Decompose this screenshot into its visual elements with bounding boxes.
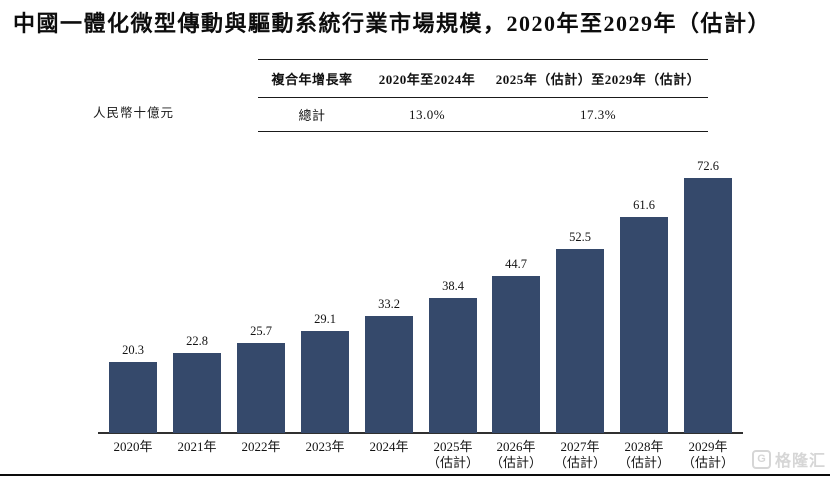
bar-2028年 xyxy=(620,217,668,433)
bar-2026年 xyxy=(492,276,540,433)
gelonghui-watermark: G 格隆汇 xyxy=(751,447,826,471)
cagr-header-period-1: 2020年至2024年 xyxy=(378,72,476,87)
cagr-value-2025-2029: 17.3% xyxy=(579,106,617,122)
x-axis-label: 2025年 （估計） xyxy=(426,439,479,470)
cagr-header-metric: 複合年增長率 xyxy=(271,72,353,87)
cagr-table-total-row: 總計 13.0% 17.3% xyxy=(258,98,708,131)
bar-2022年 xyxy=(237,343,285,433)
bar-2020年 xyxy=(109,362,157,433)
watermark-text: 格隆汇 xyxy=(774,453,826,470)
bar-value-label: 25.7 xyxy=(250,324,272,338)
x-axis-label: 2028年 （估計） xyxy=(617,439,670,470)
bar-value-label: 29.1 xyxy=(314,312,336,326)
bar-value-label: 44.7 xyxy=(505,257,527,271)
x-axis-label: 2023年 xyxy=(305,439,345,454)
bar-2023年 xyxy=(301,331,349,433)
bar-2029年 xyxy=(684,178,732,433)
bar-2024年 xyxy=(365,316,413,433)
bar-value-label: 72.6 xyxy=(697,159,719,173)
bar-value-label: 22.8 xyxy=(186,334,208,348)
page-title: 中國一體化微型傳動與驅動系統行業市場規模，2020年至2029年（估計） xyxy=(13,11,772,36)
cagr-total-label: 總計 xyxy=(298,108,326,123)
x-axis-label: 2022年 xyxy=(241,439,281,454)
gelonghui-g-logo-icon: G xyxy=(751,449,771,469)
cagr-value-2020-2024: 13.0% xyxy=(408,106,446,122)
bar-value-label: 38.4 xyxy=(442,279,464,293)
bar-2027年 xyxy=(556,249,604,433)
bar-value-label: 33.2 xyxy=(378,297,400,311)
x-axis-label: 2027年 （估計） xyxy=(553,439,606,470)
bar-value-label: 20.3 xyxy=(122,343,144,357)
x-axis-label: 2024年 xyxy=(369,439,409,454)
y-axis-unit-label: 人民幣十億元 xyxy=(93,106,175,120)
x-axis-label: 2029年 （估計） xyxy=(681,439,734,470)
bar-2025年 xyxy=(429,298,477,433)
bar-2021年 xyxy=(173,353,221,433)
bar-value-label: 61.6 xyxy=(633,198,655,212)
x-axis-label: 2026年 （估計） xyxy=(489,439,542,470)
x-axis-label: 2021年 xyxy=(177,439,217,454)
bar-value-label: 52.5 xyxy=(569,230,591,244)
cagr-table-header-row: 複合年增長率 2020年至2024年 2025年（估計）至2029年（估計） xyxy=(258,60,708,98)
cagr-table: 複合年增長率 2020年至2024年 2025年（估計）至2029年（估計） 總… xyxy=(258,59,708,132)
x-axis-line xyxy=(98,432,743,434)
bottom-divider xyxy=(0,473,830,476)
x-axis-label: 2020年 xyxy=(113,439,153,454)
cagr-header-period-2: 2025年（估計）至2029年（估計） xyxy=(495,72,701,87)
